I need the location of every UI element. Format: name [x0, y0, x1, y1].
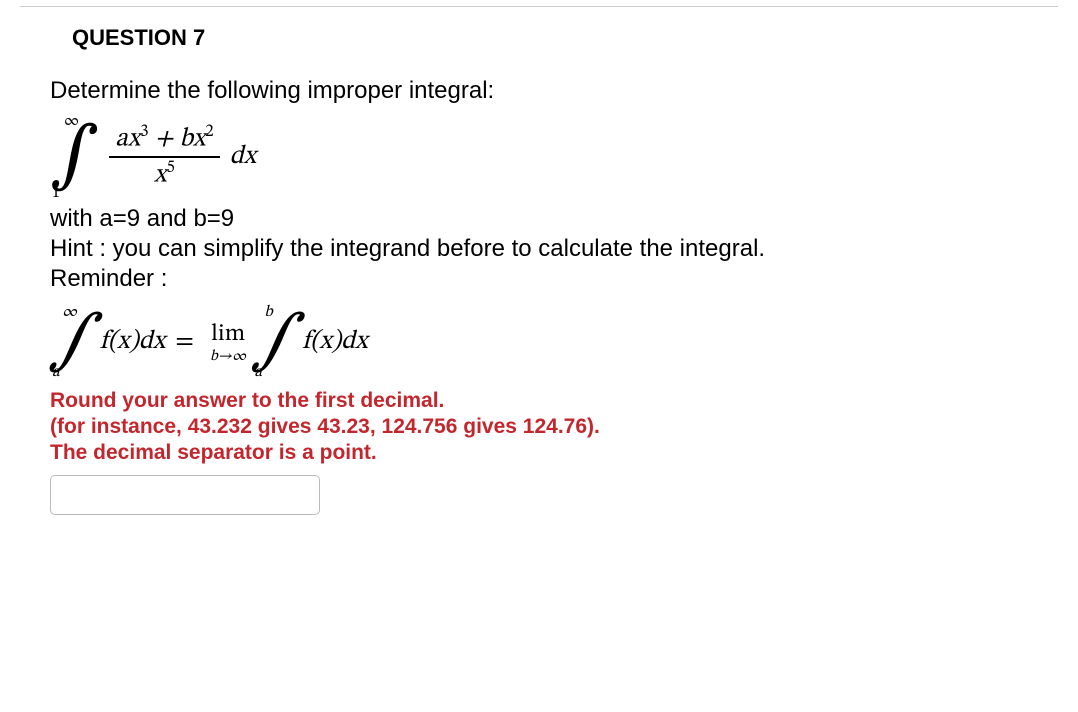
- limit-label: lim: [211, 319, 245, 349]
- integral-lower-bound: 1: [52, 183, 60, 203]
- differential: dx: [230, 141, 256, 174]
- integral-expression: ∞ ∫ 1 ax3 + bx2 x5 dx: [50, 109, 1028, 205]
- rhs-body: f(x)dx: [302, 326, 367, 359]
- equals-sign: =: [175, 326, 194, 359]
- hint-text: Hint : you can simplify the integrand be…: [50, 235, 1028, 263]
- fraction-numerator: ax3 + bx2: [109, 122, 219, 157]
- lhs-lower-bound: a: [52, 362, 60, 382]
- rhs-lower-bound: a: [254, 362, 262, 382]
- integral-upper-bound: ∞: [64, 111, 79, 131]
- question-prompt: Determine the following improper integra…: [50, 77, 1028, 105]
- lhs-upper-bound: ∞: [62, 302, 77, 322]
- rhs-upper-bound: b: [264, 302, 272, 322]
- separator-instruction: The decimal separator is a point.: [50, 441, 1028, 465]
- question-container: QUESTION 7 Determine the following impro…: [20, 25, 1058, 515]
- reminder-label: Reminder :: [50, 265, 1028, 293]
- integrand-fraction: ax3 + bx2 x5: [109, 122, 219, 193]
- limit-expression: lim b→∞: [210, 319, 246, 366]
- fraction-denominator: x5: [148, 158, 181, 193]
- answer-input[interactable]: [50, 475, 320, 515]
- limit-subscript: b→∞: [210, 347, 246, 366]
- rhs-integral-wrap: b ∫ a: [252, 310, 296, 374]
- horizontal-rule: [20, 6, 1058, 7]
- rounding-instruction: Round your answer to the first decimal.: [50, 389, 1028, 413]
- rounding-example: (for instance, 43.232 gives 43.23, 124.7…: [50, 415, 1028, 439]
- integral-symbol-wrap: ∞ ∫ 1: [50, 121, 99, 193]
- parameters-line: with a=9 and b=9: [50, 205, 1028, 233]
- lhs-integral-wrap: ∞ ∫ a: [50, 310, 94, 374]
- question-heading: QUESTION 7: [72, 25, 1028, 51]
- reminder-formula: ∞ ∫ a f(x)dx = lim b→∞ b ∫ a f(x)dx: [50, 299, 1028, 385]
- lhs-body: f(x)dx: [100, 326, 165, 359]
